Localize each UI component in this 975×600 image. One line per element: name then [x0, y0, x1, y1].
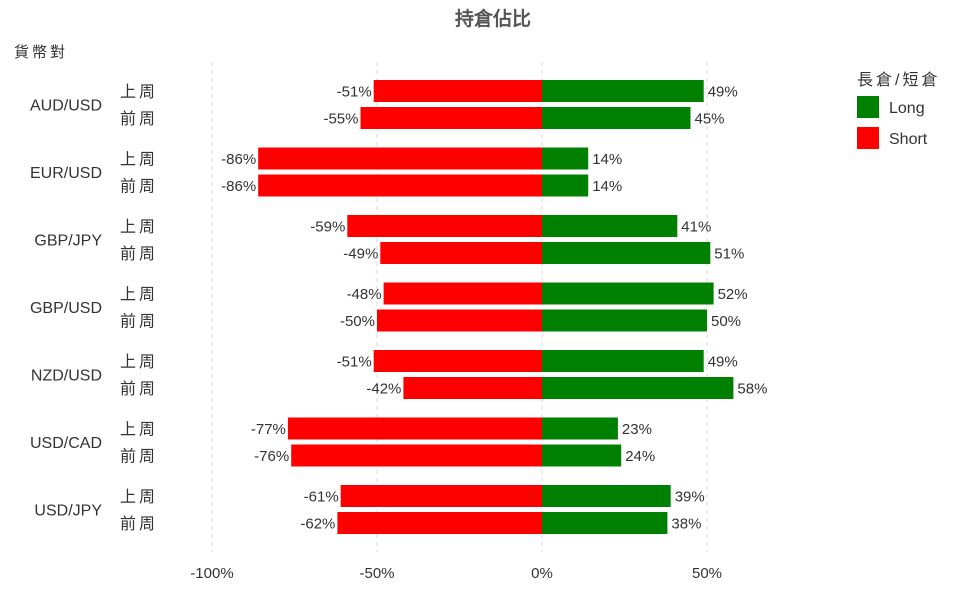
long-value-label: 23% — [622, 421, 652, 438]
bars — [258, 80, 734, 534]
short-bar — [258, 174, 542, 197]
short-value-label: -55% — [323, 111, 358, 128]
long-value-label: 49% — [708, 354, 738, 371]
grid-lines — [211, 62, 708, 552]
period-label: 上周 — [120, 421, 158, 439]
long-bar — [542, 80, 704, 102]
short-bar — [403, 377, 542, 399]
short-bar — [287, 417, 542, 440]
long-bar — [542, 147, 589, 170]
short-bar — [258, 147, 542, 170]
short-bar — [380, 242, 542, 264]
period-label: 前周 — [120, 448, 158, 466]
x-tick-label: -50% — [359, 565, 394, 582]
category-label: EUR/USD — [30, 165, 102, 182]
x-tick-label: 50% — [692, 565, 722, 582]
short-bar — [373, 80, 542, 102]
long-bar — [542, 107, 691, 129]
short-value-label: -59% — [310, 219, 345, 236]
long-value-label: 38% — [671, 516, 701, 533]
long-bar — [542, 215, 678, 237]
chart-title: 持倉佔比 — [455, 7, 531, 30]
labels: -100% -50% 0% 50% AUD/USD 上周 -51% 49% 前周 -55% 45% E… — [30, 83, 767, 582]
period-label: 上周 — [120, 286, 158, 304]
period-label: 前周 — [120, 515, 158, 533]
short-value-label: -62% — [300, 516, 335, 533]
short-bar — [340, 485, 542, 507]
period-label: 上周 — [120, 83, 158, 101]
short-value-label: -51% — [337, 354, 372, 371]
short-value-label: -49% — [343, 246, 378, 263]
period-label: 上周 — [120, 151, 158, 169]
short-bar — [291, 444, 542, 467]
legend-title: 長倉/短倉 — [857, 71, 940, 89]
period-label: 前周 — [120, 245, 158, 263]
long-bar — [542, 309, 707, 332]
short-value-label: -42% — [366, 381, 401, 398]
long-value-label: 51% — [714, 246, 744, 263]
category-label: USD/CAD — [30, 435, 102, 452]
long-value-label: 50% — [711, 313, 741, 330]
short-value-label: -48% — [347, 286, 382, 303]
short-value-label: -86% — [221, 151, 256, 168]
y-axis-title: 貨幣對 — [14, 44, 68, 61]
period-label: 上周 — [120, 218, 158, 236]
period-label: 前周 — [120, 380, 158, 398]
legend-label-long: Long — [889, 100, 925, 117]
short-value-label: -50% — [340, 313, 375, 330]
short-bar — [347, 215, 542, 237]
legend-swatch-long — [857, 96, 879, 118]
long-value-label: 52% — [718, 286, 748, 303]
short-bar — [377, 309, 542, 332]
short-value-label: -86% — [221, 178, 256, 195]
long-value-label: 45% — [695, 111, 725, 128]
short-value-label: -61% — [304, 489, 339, 506]
long-value-label: 24% — [625, 448, 655, 465]
short-value-label: -77% — [251, 421, 286, 438]
long-value-label: 49% — [708, 84, 738, 101]
x-tick-label: 0% — [531, 565, 553, 582]
period-label: 前周 — [120, 313, 158, 331]
long-value-label: 58% — [737, 381, 767, 398]
category-label: NZD/USD — [31, 368, 102, 385]
category-label: GBP/JPY — [34, 233, 102, 250]
long-value-label: 14% — [592, 151, 622, 168]
long-bar — [542, 377, 734, 399]
period-label: 前周 — [120, 110, 158, 128]
category-label: AUD/USD — [30, 98, 102, 115]
period-label: 上周 — [120, 353, 158, 371]
category-label: USD/JPY — [34, 503, 102, 520]
legend-swatch-short — [857, 127, 879, 149]
period-label: 上周 — [120, 488, 158, 506]
short-bar — [373, 350, 542, 372]
category-label: GBP/USD — [30, 300, 102, 317]
short-bar — [337, 512, 542, 534]
long-bar — [542, 174, 589, 197]
long-bar — [542, 444, 622, 467]
long-bar — [542, 350, 704, 372]
legend-label-short: Short — [889, 131, 928, 148]
long-bar — [542, 485, 671, 507]
short-value-label: -51% — [337, 84, 372, 101]
short-bar — [383, 282, 542, 305]
period-label: 前周 — [120, 178, 158, 196]
short-bar — [360, 107, 542, 129]
legend: 長倉/短倉 Long Short — [857, 71, 940, 149]
long-value-label: 39% — [675, 489, 705, 506]
long-value-label: 41% — [681, 219, 711, 236]
long-bar — [542, 282, 714, 305]
long-bar — [542, 242, 711, 264]
long-value-label: 14% — [592, 178, 622, 195]
short-value-label: -76% — [254, 448, 289, 465]
long-bar — [542, 417, 618, 440]
long-bar — [542, 512, 668, 534]
x-tick-label: -100% — [190, 565, 233, 582]
